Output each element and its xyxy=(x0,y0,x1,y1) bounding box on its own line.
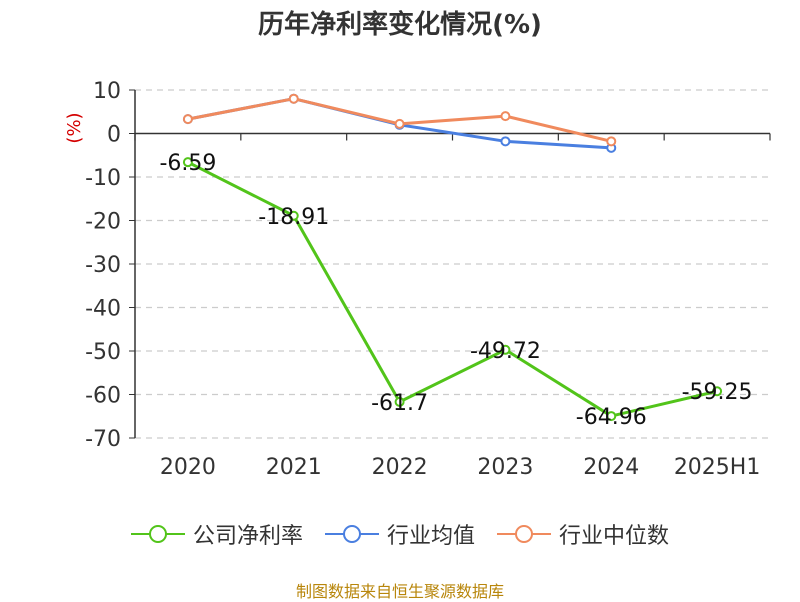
line-chart: 100-10-20-30-40-50-60-70 2020 2021 2022 202… xyxy=(64,79,771,480)
y-tick-label: -30 xyxy=(85,253,121,278)
data-label: -59.25 xyxy=(682,380,753,405)
grid-lines xyxy=(129,89,770,439)
legend-line-icon xyxy=(130,525,185,543)
series-group xyxy=(182,93,723,422)
data-point[interactable] xyxy=(182,157,193,168)
data-point[interactable] xyxy=(394,118,405,129)
y-axis-label: (%) xyxy=(64,112,85,143)
y-tick-labels: 10 0 -10 -20 -30 -40 -50 -60 -70 xyxy=(85,79,121,452)
data-label: -6.59 xyxy=(159,151,216,176)
chart-title: 历年净利率变化情况(%) xyxy=(258,10,542,40)
data-point[interactable] xyxy=(606,136,617,147)
source-footer: 制图数据来自恒生聚源数据库 xyxy=(295,582,504,601)
legend-item-industry-median[interactable]: 行业中位数 xyxy=(497,518,669,550)
data-point[interactable] xyxy=(394,396,405,407)
x-tick-label: 2022 xyxy=(372,455,428,480)
legend-label: 行业中位数 xyxy=(559,524,670,549)
x-tick-label: 2023 xyxy=(477,455,533,480)
y-tick-label: -10 xyxy=(85,166,121,191)
legend-label: 行业均值 xyxy=(386,524,475,549)
data-point[interactable] xyxy=(606,411,617,422)
y-tick-label: -60 xyxy=(85,384,121,409)
x-tick-labels: 2020 2021 2022 2023 2024 2025H1 xyxy=(160,455,760,480)
data-point[interactable] xyxy=(500,344,511,355)
data-labels: -6.59 -18.91 -61.7 -49.72 -64.96 -59.25 xyxy=(159,151,752,430)
data-point[interactable] xyxy=(500,111,511,122)
x-tick-label: 2025H1 xyxy=(674,455,761,480)
y-tick-label: 0 xyxy=(107,123,121,148)
y-tick-label: -40 xyxy=(85,297,121,322)
y-tick-label: -70 xyxy=(85,427,121,452)
data-point[interactable] xyxy=(500,136,511,147)
data-label: -61.7 xyxy=(371,391,428,416)
data-label: -64.96 xyxy=(576,405,647,430)
legend-item-industry-mean[interactable]: 行业均值 xyxy=(324,518,475,550)
y-tick-label: -50 xyxy=(85,340,121,365)
legend-label: 公司净利率 xyxy=(192,524,303,549)
data-point[interactable] xyxy=(288,93,299,104)
y-tick-label: 10 xyxy=(93,79,121,104)
data-point[interactable] xyxy=(288,210,299,221)
legend-line-icon xyxy=(324,525,379,543)
data-label: -49.72 xyxy=(470,339,541,364)
data-point[interactable] xyxy=(712,386,723,397)
data-label: -18.91 xyxy=(258,205,329,230)
data-point[interactable] xyxy=(182,114,193,125)
legend-line-icon xyxy=(497,525,551,543)
series-line xyxy=(187,160,718,418)
legend-item-company[interactable]: 公司净利率 xyxy=(130,518,303,550)
x-tick-label: 2021 xyxy=(266,455,322,480)
legend: 公司净利率 行业均值 行业中位数 xyxy=(0,518,800,550)
x-tick-label: 2024 xyxy=(583,455,639,480)
x-tick-label: 2020 xyxy=(160,455,216,480)
y-tick-label: -20 xyxy=(85,210,121,235)
